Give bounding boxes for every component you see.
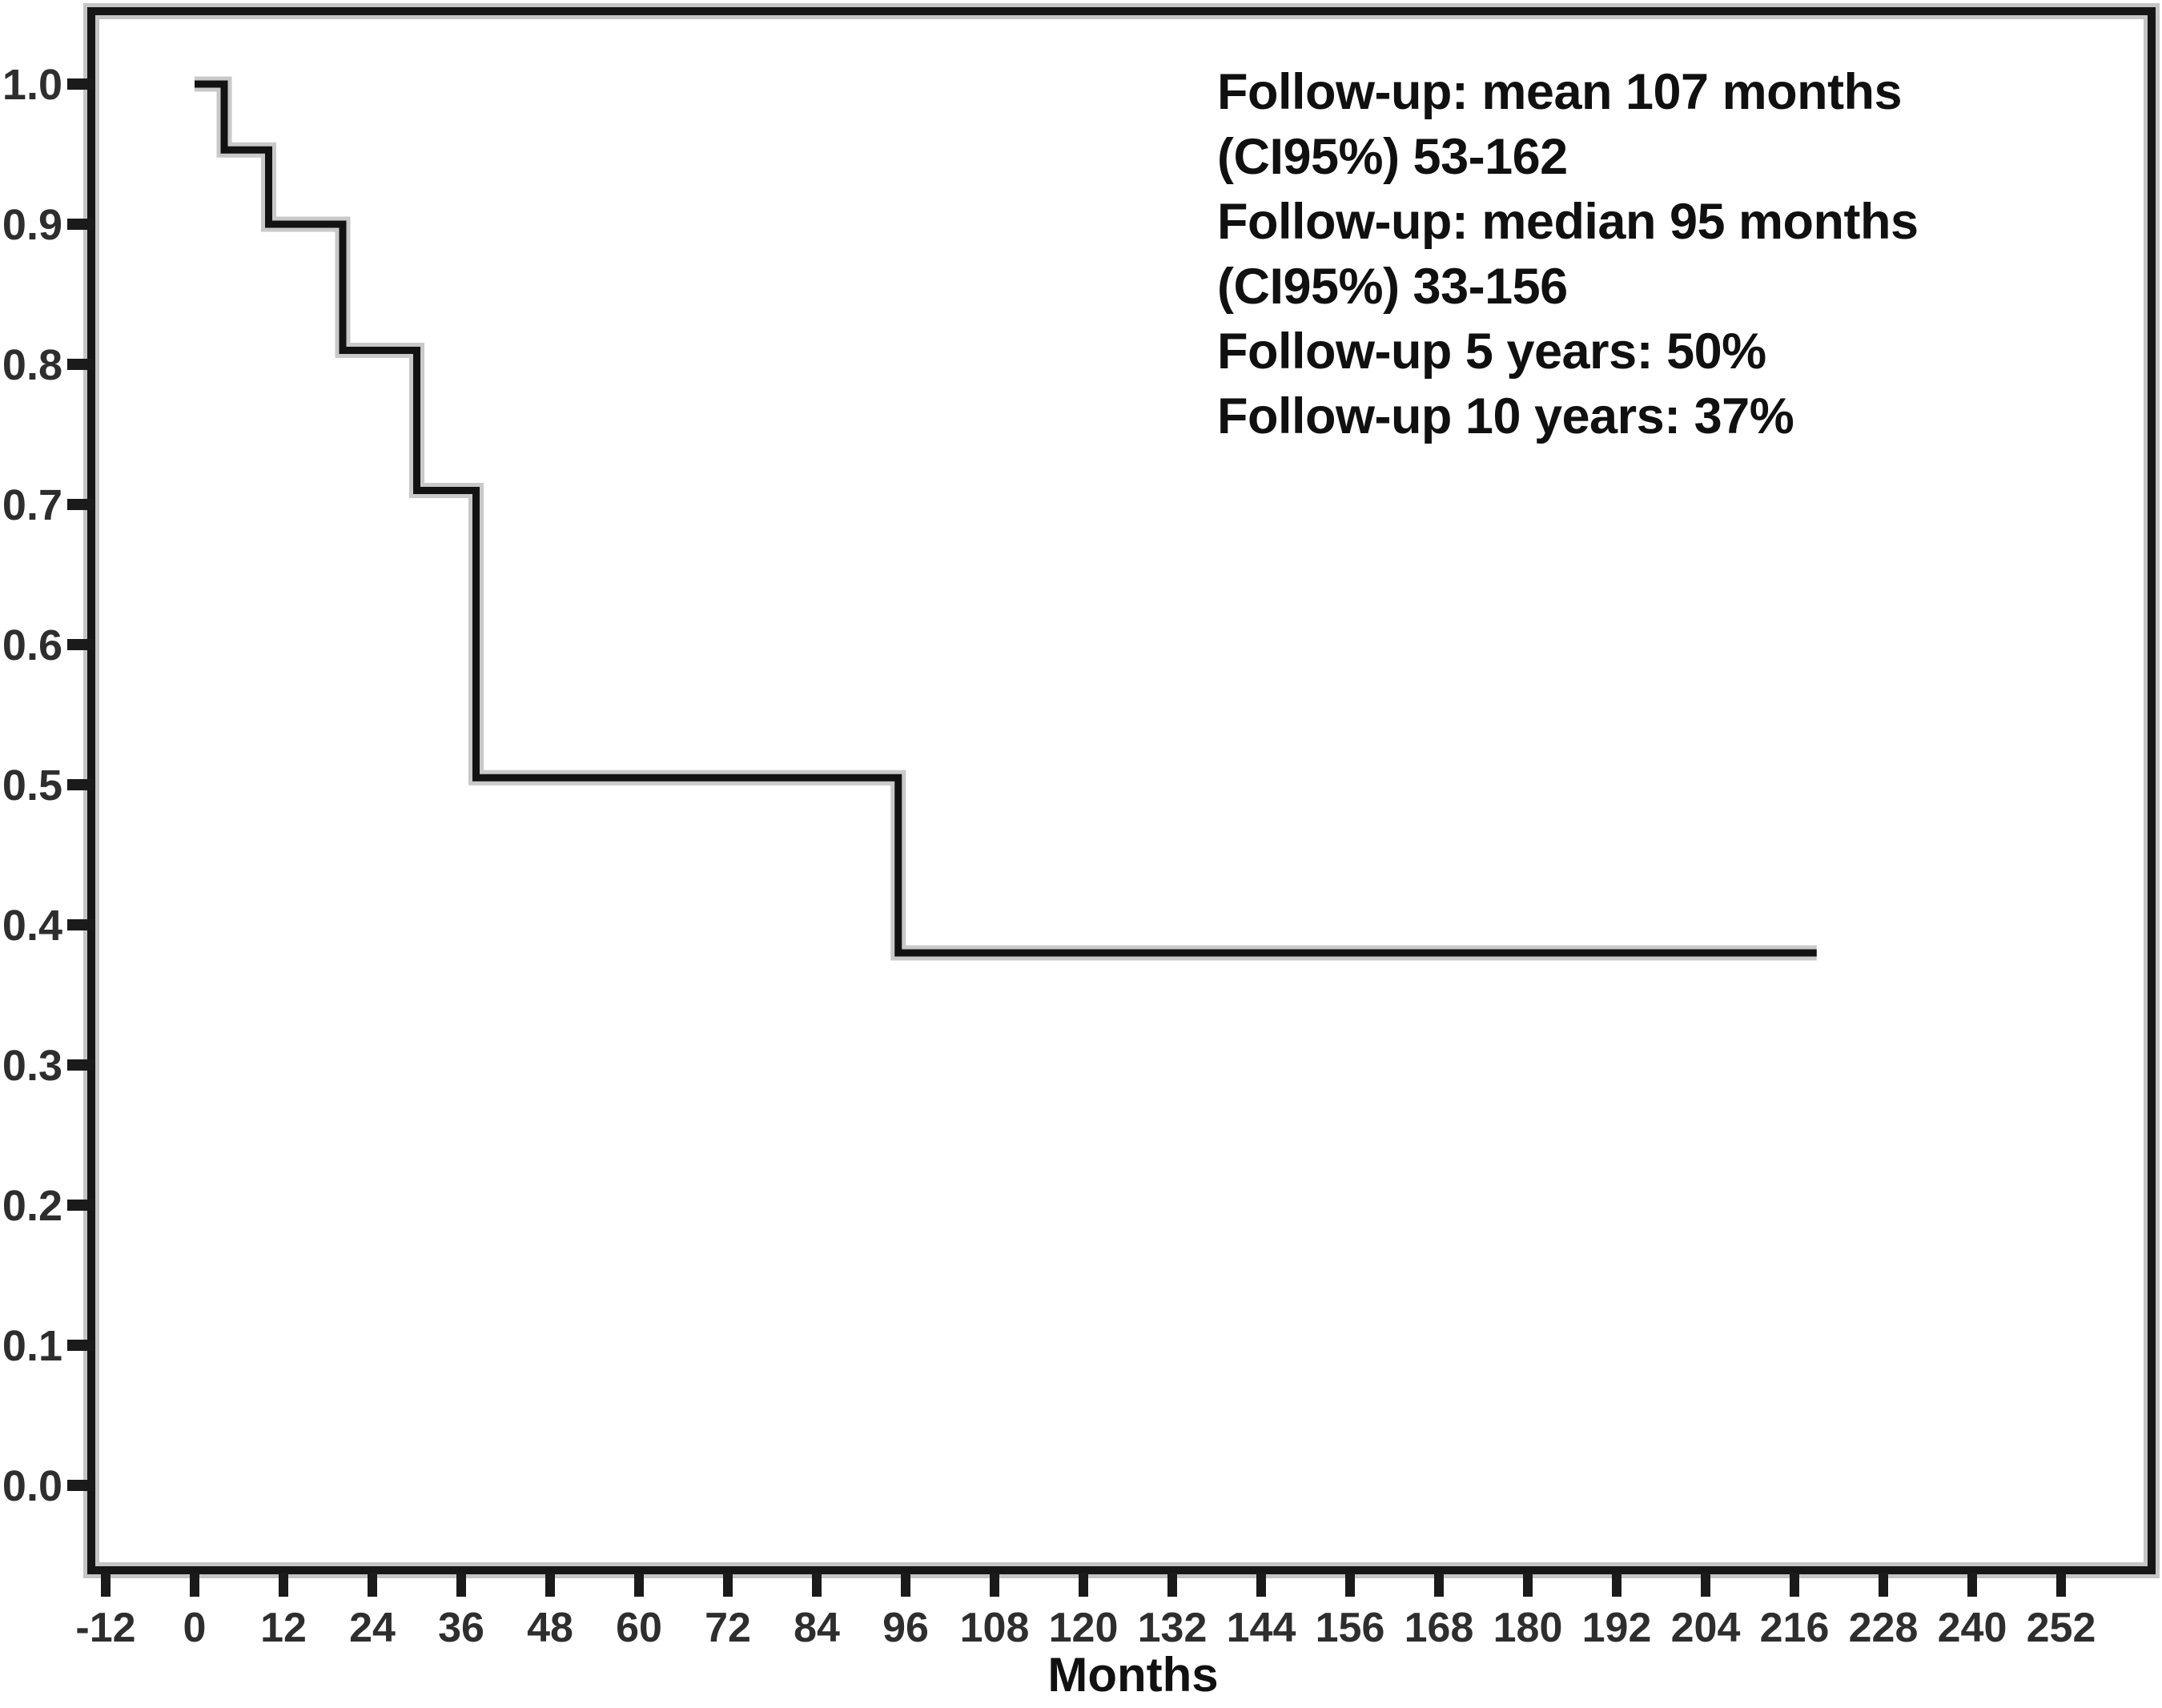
survival-curve xyxy=(195,80,1817,957)
x-tick-label: 192 xyxy=(1582,1605,1652,1651)
x-tick-label: 72 xyxy=(705,1605,751,1651)
x-tick-label: 168 xyxy=(1404,1605,1474,1651)
annotation-line: (CI95%) 33-156 xyxy=(1217,259,1568,315)
x-tick-label: 228 xyxy=(1849,1605,1919,1651)
x-tick-label: 84 xyxy=(794,1605,840,1651)
chart-generated-layer: 0.0 0.1 0.2 0.3 0.4 0.5 0.6 0.7 0.8 0.9 1.0 -12 0 12 2… xyxy=(2,3,2160,1651)
y-tick-label: 0.6 xyxy=(2,621,62,669)
x-tick-label: 0 xyxy=(183,1605,207,1651)
y-tick-label: 0.2 xyxy=(2,1182,62,1230)
y-tick-label: 0.0 xyxy=(2,1462,62,1510)
x-tick-label: 24 xyxy=(349,1605,396,1651)
y-tick-label: 1.0 xyxy=(2,61,62,109)
y-tick-label: 0.5 xyxy=(2,762,62,810)
x-tick-label: 252 xyxy=(2027,1605,2096,1651)
y-tick-label: 0.8 xyxy=(2,341,62,389)
x-tick-label: 108 xyxy=(960,1605,1030,1651)
annotation-line: Follow-up: median 95 months xyxy=(1217,194,1919,250)
x-tick-label: -12 xyxy=(75,1605,135,1651)
y-tick-label: 0.4 xyxy=(2,902,62,950)
x-tick-label: 96 xyxy=(882,1605,929,1651)
x-tick-label: 132 xyxy=(1138,1605,1208,1651)
plot-frame xyxy=(87,7,2156,1574)
x-tick-label: 36 xyxy=(438,1605,484,1651)
y-tick-label: 0.3 xyxy=(2,1042,62,1090)
annotation-line: Follow-up: mean 107 months xyxy=(1217,64,1902,120)
annotation-line: (CI95%) 53-162 xyxy=(1217,129,1568,185)
x-axis-title: Months xyxy=(1047,1648,1218,1702)
y-tick-label: 0.1 xyxy=(2,1322,62,1370)
x-tick-label: 48 xyxy=(527,1605,573,1651)
x-tick-label: 12 xyxy=(260,1605,307,1651)
annotation-line: Follow-up 5 years: 50% xyxy=(1217,324,1766,380)
y-tick-label: 0.9 xyxy=(2,201,62,249)
x-tick-label: 240 xyxy=(1938,1605,2007,1651)
x-tick-label: 60 xyxy=(616,1605,662,1651)
x-tick-label: 204 xyxy=(1671,1605,1741,1651)
y-tick-label: 0.7 xyxy=(2,481,62,529)
x-tick-label: 180 xyxy=(1493,1605,1563,1651)
x-tick-label: 120 xyxy=(1049,1605,1119,1651)
x-tick-label: 216 xyxy=(1760,1605,1830,1651)
annotation-line: Follow-up 10 years: 37% xyxy=(1217,388,1794,444)
x-tick-label: 156 xyxy=(1316,1605,1385,1651)
x-tick-label: 144 xyxy=(1227,1605,1296,1651)
